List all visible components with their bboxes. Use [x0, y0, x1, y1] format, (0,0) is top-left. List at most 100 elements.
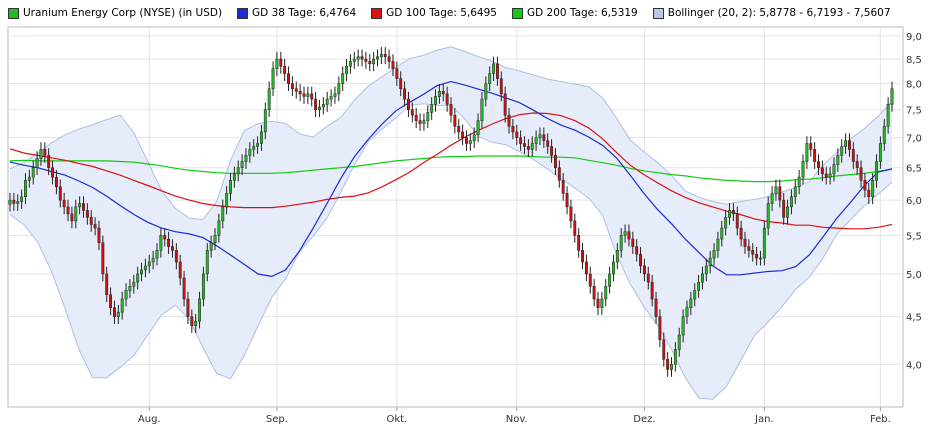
candle — [619, 228, 623, 258]
candle-body — [101, 242, 105, 275]
candle — [499, 71, 503, 102]
candle — [217, 213, 221, 243]
candle — [724, 210, 728, 236]
candle-body — [93, 224, 97, 229]
candle-body — [287, 73, 290, 84]
chart-legend: Uranium Energy Corp (NYSE) (in USD) GD 3… — [8, 5, 906, 21]
candle — [782, 192, 786, 225]
candle — [391, 54, 395, 77]
candle-body — [793, 186, 797, 198]
candle — [136, 266, 140, 290]
candle — [434, 89, 437, 112]
candle — [109, 287, 113, 316]
candle-body — [109, 294, 113, 308]
moving-averages — [9, 80, 893, 278]
plot-frame — [7, 26, 904, 408]
candle-body — [739, 227, 743, 240]
candle-body — [399, 78, 403, 89]
candle — [306, 86, 310, 104]
candle-body — [449, 104, 453, 116]
candle — [716, 231, 720, 258]
candle — [886, 97, 890, 134]
candle-body — [538, 134, 542, 138]
legend-item-gd200[interactable]: GD 200 Tage: 6,5319 — [511, 7, 638, 19]
candle — [600, 291, 604, 316]
candle-body — [232, 173, 236, 181]
candle — [577, 228, 581, 258]
candle — [120, 291, 124, 320]
candle — [855, 154, 859, 176]
candle — [670, 357, 673, 377]
candle-body — [302, 93, 306, 97]
y-tick-label: 6,0 — [906, 196, 922, 207]
candle — [66, 199, 70, 222]
y-tick-label: 4,0 — [906, 360, 922, 371]
candle — [592, 279, 596, 307]
x-tick-label: Sep. — [266, 414, 288, 425]
legend-item-gd100[interactable]: GD 100 Tage: 5,6495 — [371, 7, 497, 19]
candle — [817, 154, 820, 176]
y-tick-label: 5,0 — [906, 270, 922, 281]
candle-body — [8, 199, 12, 205]
candle — [430, 97, 434, 120]
candle-body — [886, 104, 890, 127]
legend-item-bollinger[interactable]: Bollinger (20, 2): 5,8778 - 6,7193 - 7,5… — [652, 7, 891, 19]
candle-body — [708, 257, 712, 267]
candle-body — [461, 131, 465, 138]
candle — [348, 54, 352, 74]
candle-body — [147, 261, 151, 267]
candle — [155, 243, 159, 266]
candle-body — [43, 149, 47, 156]
candle — [890, 81, 894, 112]
candle — [766, 196, 770, 236]
candle — [345, 59, 349, 81]
legend-swatch-price — [8, 7, 19, 19]
candle-body — [209, 242, 213, 251]
candle-body — [476, 120, 480, 136]
candle-body — [314, 98, 318, 110]
candle-body — [743, 238, 747, 247]
candle — [793, 179, 797, 205]
candle — [213, 228, 217, 251]
candle-body — [755, 253, 759, 259]
candle-body — [770, 193, 774, 204]
candle-body — [604, 286, 608, 300]
candle-body — [890, 88, 894, 105]
candle — [774, 179, 778, 201]
x-tick-label: Dez. — [633, 414, 655, 425]
candle-body — [565, 193, 569, 208]
candle-body — [581, 250, 584, 263]
candle-body — [136, 273, 140, 283]
candle-body — [844, 140, 848, 147]
candle — [472, 127, 476, 148]
candle-body — [66, 206, 70, 215]
candle — [797, 169, 801, 195]
candle-body — [252, 146, 256, 150]
candle-body — [836, 155, 840, 165]
candle-body — [190, 316, 194, 326]
candle-body — [387, 56, 391, 62]
candle — [809, 136, 813, 157]
legend-item-price[interactable]: Uranium Energy Corp (NYSE) (in USD) — [8, 7, 222, 19]
candle — [523, 136, 526, 154]
y-tick-label: 4,5 — [906, 313, 922, 324]
candle — [867, 182, 871, 205]
candle-body — [283, 66, 287, 74]
candle-body — [685, 307, 689, 317]
candle-body — [465, 137, 468, 144]
candle — [875, 154, 878, 188]
candle-body — [550, 146, 554, 156]
candle — [244, 148, 248, 169]
candle-body — [62, 199, 66, 208]
candle-body — [383, 54, 387, 57]
candle — [256, 136, 260, 154]
candle — [12, 192, 16, 211]
candle-body — [24, 180, 27, 198]
candle — [16, 194, 20, 211]
candle — [465, 130, 468, 151]
candle — [484, 76, 488, 107]
candle-body — [619, 235, 623, 251]
candle — [372, 51, 376, 72]
legend-item-gd38[interactable]: GD 38 Tage: 6,4764 — [237, 7, 356, 19]
